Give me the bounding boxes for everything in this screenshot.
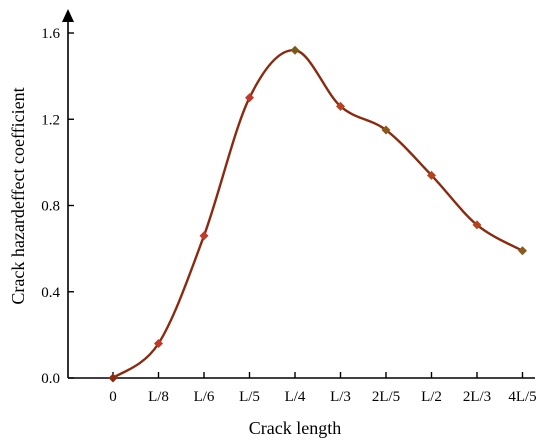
x-tick-label: L/5 (239, 389, 260, 405)
y-axis (62, 9, 74, 378)
y-ticks: 0.0 0.4 0.8 1.2 1.6 (41, 26, 74, 387)
y-tick-label: 0.0 (41, 371, 60, 387)
data-point-marker (154, 339, 163, 348)
data-point-marker (381, 125, 391, 135)
y-axis-title: Crack hazardeffect coefficient (8, 87, 28, 304)
y-tick-label: 1.2 (41, 112, 60, 128)
series-line (112, 49, 524, 380)
y-tick-label: 0.8 (41, 199, 60, 215)
data-point-marker (472, 220, 482, 230)
data-point-marker (245, 93, 254, 103)
data-point-marker (427, 170, 436, 180)
x-tick-label: L/6 (194, 389, 215, 405)
x-tick-label: L/3 (330, 389, 351, 405)
x-tick-label: 2L/3 (463, 389, 491, 405)
x-tick-label: L/2 (421, 389, 442, 405)
y-axis-arrow (62, 9, 74, 22)
x-axis-title: Crack length (249, 418, 341, 438)
y-tick-label: 1.6 (41, 26, 60, 42)
x-tick-label: L/4 (285, 389, 306, 405)
data-point-marker (336, 101, 345, 111)
data-point-marker (518, 246, 527, 256)
y-tick-label: 0.4 (41, 285, 60, 301)
data-point-marker (290, 45, 300, 55)
x-tick-label: 4L/5 (508, 389, 536, 405)
series-markers (108, 45, 527, 383)
x-tick-label: 2L/5 (372, 389, 400, 405)
x-tick-label: L/8 (148, 389, 169, 405)
x-tick-label: 0 (109, 389, 117, 405)
data-point-marker (108, 373, 118, 383)
x-ticks: 0 L/8 L/6 L/5 L/4 L/3 2L/5 L/2 2L/3 4L/5 (109, 372, 537, 405)
data-point-marker (199, 231, 209, 241)
